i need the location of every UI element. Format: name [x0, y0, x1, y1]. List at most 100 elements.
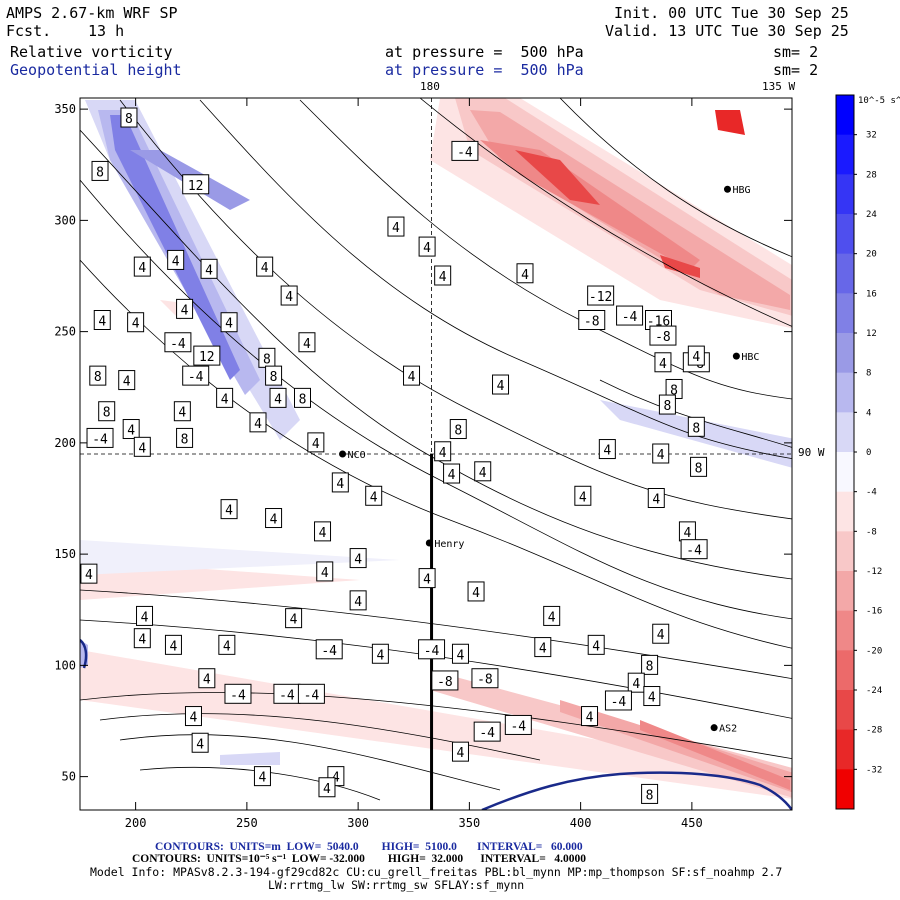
contour-label: 4 — [418, 236, 436, 257]
colorbar-tick-label: -24 — [866, 686, 882, 696]
svg-text:4: 4 — [98, 315, 106, 330]
colorbar-tick-label: -12 — [866, 567, 882, 577]
contour-label: -4 — [273, 683, 301, 704]
contour-label: 4 — [198, 668, 216, 689]
colorbar-tick-label: 4 — [866, 408, 871, 418]
contour-label: 4 — [316, 561, 334, 582]
svg-text:4: 4 — [652, 493, 660, 508]
contour-label: 8 — [294, 387, 311, 408]
svg-text:4: 4 — [457, 746, 465, 761]
svg-text:8: 8 — [646, 659, 654, 674]
svg-text:4: 4 — [225, 317, 233, 332]
station-henry: Henry — [425, 539, 464, 550]
svg-text:8: 8 — [125, 112, 133, 127]
field2-level: at pressure = 500 hPa — [385, 61, 584, 79]
svg-text:4: 4 — [448, 468, 456, 483]
colorbar: 32 28 24 20 16 12 8 4 0 -4 -8 -12 -16 -20 -24 -28 -32 — [835, 94, 882, 810]
station-markers: NCO Henry HBG HBC AS2 — [339, 185, 759, 735]
svg-text:4: 4 — [141, 610, 149, 625]
contour-label: -8 — [578, 310, 606, 330]
svg-text:4: 4 — [303, 337, 311, 352]
contour-label: 4 — [164, 634, 182, 655]
svg-text:4: 4 — [181, 303, 189, 318]
forecast-hour: 13 h — [88, 22, 125, 40]
svg-text:4: 4 — [648, 691, 656, 706]
contour-label: -4 — [315, 639, 343, 660]
svg-text:4: 4 — [423, 241, 431, 256]
colorbar-swatch — [836, 372, 854, 413]
field2-smoothing: sm= 2 — [773, 61, 819, 79]
contour-label: -4 — [616, 305, 644, 326]
svg-text:8: 8 — [670, 383, 678, 398]
svg-text:4: 4 — [203, 673, 211, 688]
contour-label: 4 — [434, 441, 452, 462]
contour-label: -4 — [297, 683, 325, 704]
svg-text:4: 4 — [603, 444, 611, 459]
svg-text:-4: -4 — [170, 337, 186, 352]
svg-text:4: 4 — [138, 261, 146, 276]
lon-label-90w: 90 W — [798, 446, 825, 459]
contour-label: 4 — [136, 605, 154, 626]
forecast-label: Fcst. — [6, 22, 52, 40]
colorbar-swatch — [836, 174, 854, 215]
contour-label: -4 — [182, 365, 210, 386]
svg-text:4: 4 — [221, 392, 229, 407]
colorbar-swatch — [836, 253, 854, 294]
svg-text:-8: -8 — [584, 315, 600, 330]
svg-text:4: 4 — [632, 677, 640, 692]
contour-label: 4 — [253, 766, 271, 787]
lon-label-180: 180 — [420, 80, 440, 93]
contour-label: 4 — [265, 508, 283, 529]
svg-text:-4: -4 — [188, 370, 204, 385]
svg-text:4: 4 — [439, 270, 447, 285]
model-info: Model Info: MPASv8.2.3-194-gf29cd82c CU:… — [90, 865, 783, 879]
svg-text:4: 4 — [392, 221, 400, 236]
contour-label: 4 — [280, 285, 298, 306]
contour-label: 4 — [652, 623, 670, 644]
svg-text:4: 4 — [223, 639, 231, 654]
contour-label: 4 — [587, 634, 605, 655]
colorbar-tick-label: -8 — [866, 527, 877, 537]
contour-label: 4 — [652, 443, 670, 464]
field2-name: Geopotential height — [10, 61, 182, 79]
contour-label: 4 — [122, 419, 140, 440]
contour-label: 4 — [534, 637, 552, 658]
contour-label: 4 — [220, 312, 238, 333]
svg-text:12: 12 — [188, 179, 204, 194]
svg-text:4: 4 — [457, 648, 465, 663]
svg-text:-4: -4 — [321, 644, 337, 659]
x-tick-label: 200 — [125, 816, 147, 830]
svg-text:8: 8 — [94, 370, 102, 385]
station-hbc: HBC — [732, 352, 759, 363]
svg-text:4: 4 — [290, 613, 298, 628]
svg-text:HBC: HBC — [741, 352, 759, 363]
colorbar-swatch — [836, 452, 854, 493]
colorbar-swatch — [836, 491, 854, 532]
colorbar-swatch — [836, 690, 854, 731]
svg-text:-4: -4 — [230, 688, 246, 703]
x-tick-label: 300 — [347, 816, 369, 830]
contour-label: 4 — [543, 605, 561, 626]
contour-label: -8 — [471, 668, 499, 689]
svg-text:4: 4 — [479, 466, 487, 481]
contour-label: 4 — [127, 312, 145, 333]
geopotential-contour — [80, 639, 792, 810]
svg-text:-4: -4 — [424, 644, 440, 659]
colorbar-swatch — [836, 729, 854, 770]
svg-text:4: 4 — [332, 771, 340, 786]
svg-text:4: 4 — [319, 526, 327, 541]
svg-text:8: 8 — [181, 432, 189, 447]
contour-label: -4 — [86, 427, 114, 448]
svg-text:8: 8 — [96, 165, 104, 180]
svg-text:4: 4 — [657, 448, 665, 463]
contour-label: 8 — [641, 783, 659, 804]
svg-text:4: 4 — [586, 711, 594, 726]
svg-text:-4: -4 — [611, 695, 627, 710]
svg-text:8: 8 — [299, 392, 307, 407]
contour-label: 8 — [120, 107, 138, 128]
contour-label: 8 — [265, 365, 283, 386]
contour-label: 12 — [182, 174, 210, 195]
svg-text:8: 8 — [103, 406, 111, 421]
svg-text:-4: -4 — [510, 719, 526, 734]
station-nco: NCO — [339, 450, 366, 461]
